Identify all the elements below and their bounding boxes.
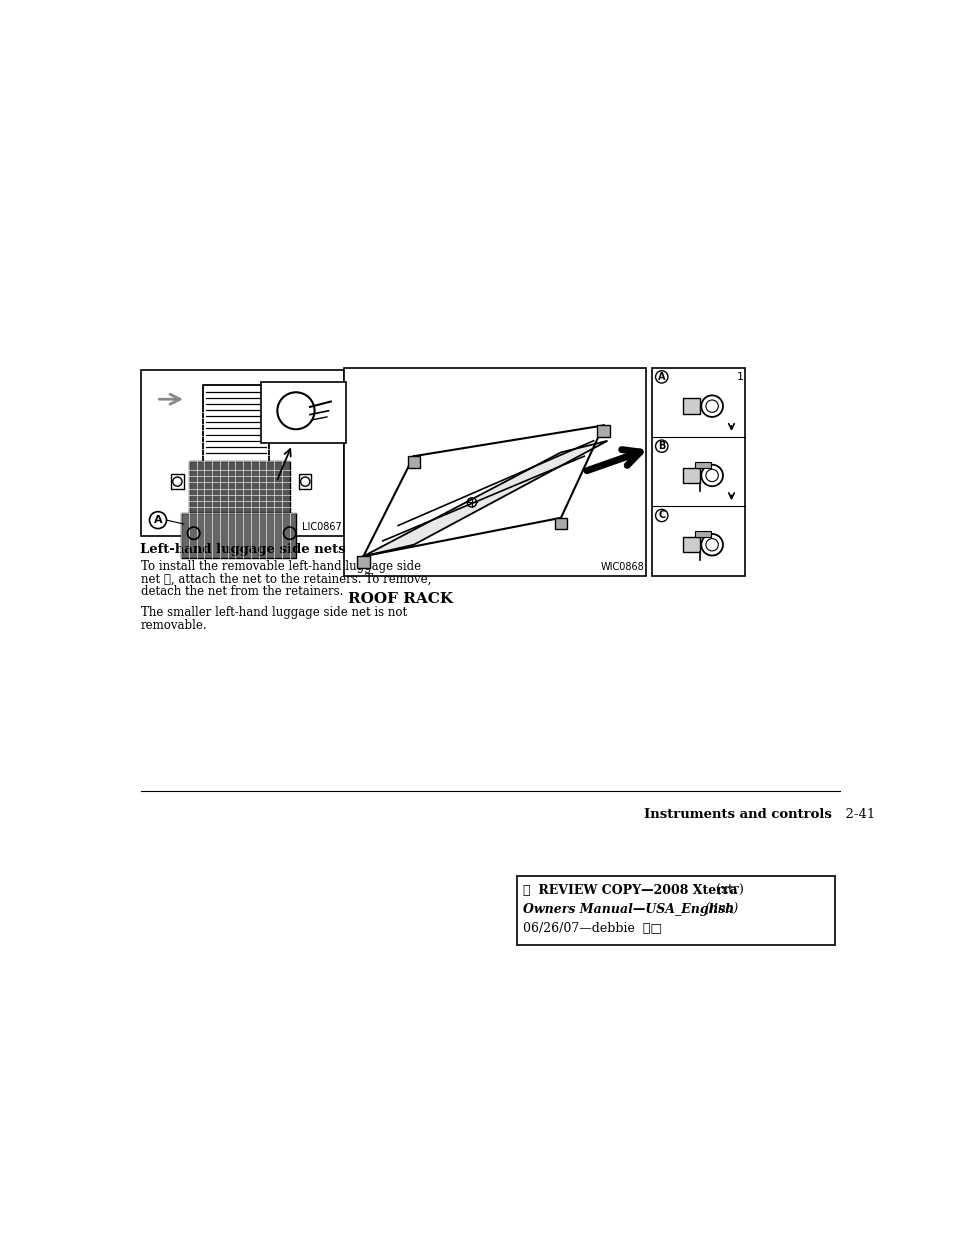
Bar <box>695 462 710 468</box>
Bar <box>189 461 290 514</box>
Bar <box>682 537 700 552</box>
Text: 1: 1 <box>737 372 743 382</box>
Text: A: A <box>658 372 665 382</box>
Text: ☏: ☏ <box>522 883 534 897</box>
Bar <box>695 531 710 537</box>
Text: C: C <box>658 510 664 520</box>
Bar <box>407 456 419 468</box>
Bar <box>652 368 744 576</box>
Text: (nna): (nna) <box>700 903 738 916</box>
Text: Owners Manual—USA_English: Owners Manual—USA_English <box>522 903 734 916</box>
Text: removable.: removable. <box>141 619 208 631</box>
Text: net Ⓐ, attach the net to the retainers. To remove,: net Ⓐ, attach the net to the retainers. … <box>141 573 431 585</box>
Bar <box>682 399 700 414</box>
Bar <box>517 876 834 945</box>
Bar <box>555 517 567 530</box>
Text: B: B <box>658 441 665 451</box>
Bar <box>344 368 645 576</box>
Text: A: A <box>153 515 162 525</box>
Text: ROOF RACK: ROOF RACK <box>348 593 453 606</box>
Bar <box>181 514 295 558</box>
Bar <box>597 425 609 437</box>
Text: The smaller left-hand luggage side net is not: The smaller left-hand luggage side net i… <box>141 606 407 619</box>
Text: (xtr): (xtr) <box>711 883 743 897</box>
Text: 06/26/07—debbie  ✓□: 06/26/07—debbie ✓□ <box>522 923 661 935</box>
Text: WIC0868: WIC0868 <box>599 562 643 573</box>
Polygon shape <box>363 441 607 556</box>
Text: REVIEW COPY—2008 Xterra: REVIEW COPY—2008 Xterra <box>534 883 737 897</box>
Bar <box>261 382 346 443</box>
Text: Left-hand luggage side nets: Left-hand luggage side nets <box>139 543 345 556</box>
Text: Instruments and controls: Instruments and controls <box>643 808 831 821</box>
Bar <box>356 556 369 568</box>
Text: 2-41: 2-41 <box>836 808 874 821</box>
Bar <box>682 468 700 483</box>
Bar <box>141 370 344 536</box>
Text: detach the net from the retainers.: detach the net from the retainers. <box>141 585 343 598</box>
Bar <box>298 474 311 489</box>
Text: LIC0867: LIC0867 <box>301 522 341 532</box>
Bar <box>203 385 269 462</box>
Bar <box>171 474 183 489</box>
Text: To install the removable left-hand luggage side: To install the removable left-hand lugga… <box>141 561 420 573</box>
